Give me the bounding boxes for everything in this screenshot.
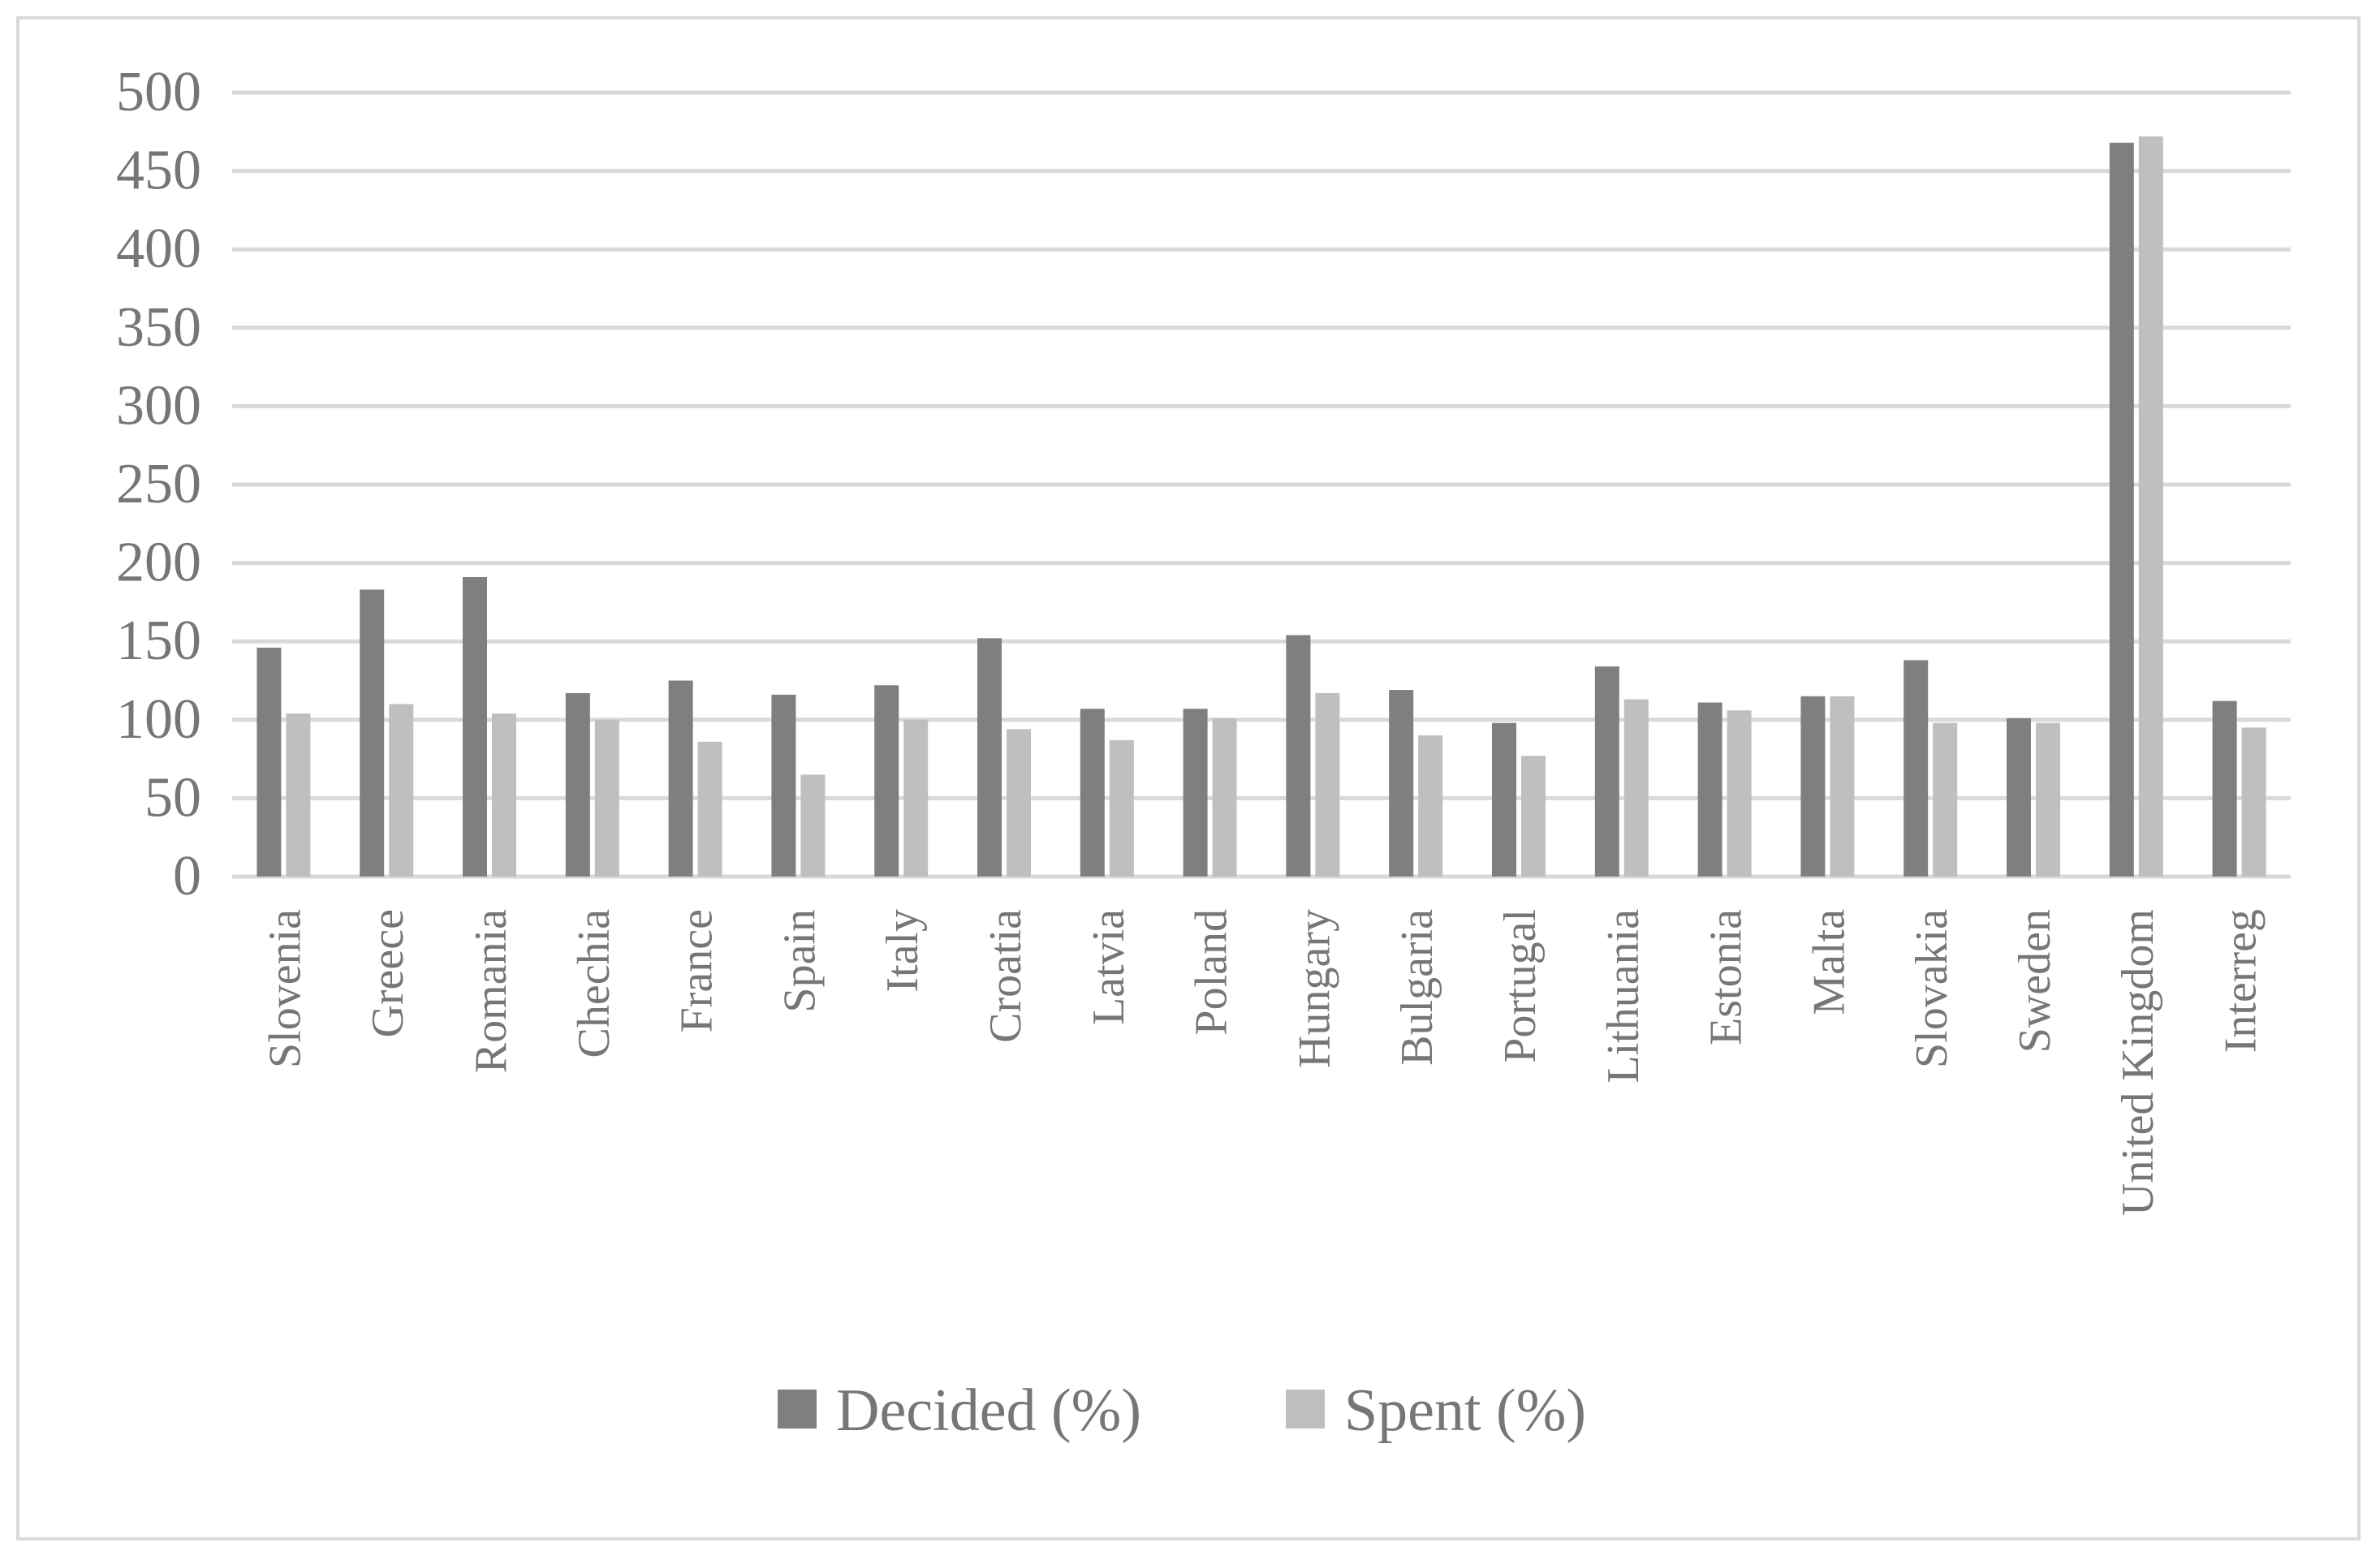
x-tick-label: Sweden — [2010, 909, 2060, 1053]
bar-spent-estonia — [1727, 710, 1752, 877]
bar-decided-chechia — [565, 692, 590, 877]
bar-decided-france — [668, 680, 693, 877]
x-tick-label: Poland — [1187, 909, 1237, 1036]
x-tick-label: Italy — [877, 909, 928, 993]
bar-decided-slovenia — [257, 647, 282, 877]
bar-decided-spain — [771, 694, 796, 877]
bar-decided-slovakia — [1904, 660, 1929, 877]
bar-spent-latvia — [1109, 739, 1134, 877]
bar-spent-france — [697, 741, 722, 877]
y-tick-label: 500 — [116, 61, 201, 123]
bar-spent-spain — [800, 774, 826, 877]
x-tick-label: Greece — [363, 909, 413, 1038]
x-tick-label: Malta — [1804, 909, 1854, 1015]
x-tick-label: Latvia — [1084, 909, 1134, 1025]
x-tick-label: Slovenia — [260, 909, 310, 1068]
y-tick-label: 50 — [144, 766, 201, 829]
y-tick-label: 450 — [116, 140, 201, 202]
x-tick-label: Croatia — [981, 909, 1031, 1043]
y-tick-label: 250 — [116, 453, 201, 515]
bar-spent-malta — [1830, 696, 1855, 877]
y-tick-label: 400 — [116, 218, 201, 280]
y-tick-label: 150 — [116, 610, 201, 672]
legend-label-decided: Decided (%) — [836, 1377, 1141, 1444]
x-tick-label: Chechia — [569, 909, 619, 1058]
bar-decided-bulgaria — [1389, 690, 1414, 877]
x-axis-tick-labels: Slovenia Greece Romania Chechia France Spain I… — [260, 909, 2266, 1216]
x-tick-label: Interreg — [2216, 909, 2266, 1053]
legend-swatch-decided — [778, 1390, 817, 1429]
x-tick-label: Spain — [774, 909, 825, 1013]
legend: Decided (%) Spent (%) — [778, 1377, 1586, 1444]
bar-spent-italy — [903, 719, 929, 877]
bar-decided-hungary — [1286, 635, 1311, 877]
y-tick-label: 350 — [116, 296, 201, 359]
x-tick-label: Estonia — [1701, 909, 1752, 1045]
y-tick-label: 300 — [116, 374, 201, 437]
x-tick-label: France — [672, 909, 722, 1032]
legend-label-spent: Spent (%) — [1344, 1377, 1586, 1444]
x-tick-label: Romania — [466, 909, 516, 1073]
bar-spent-united-kingdom — [2138, 136, 2163, 877]
bar-decided-lithuania — [1594, 666, 1619, 877]
bar-decided-interreg — [2212, 700, 2237, 877]
gridlines — [232, 90, 2291, 879]
bar-spent-slovakia — [1933, 722, 1958, 877]
bar-spent-croatia — [1007, 729, 1031, 877]
bar-spent-bulgaria — [1418, 735, 1443, 877]
x-tick-label: Hungary — [1289, 909, 1339, 1068]
bar-spent-interreg — [2241, 727, 2266, 877]
bar-spent-greece — [389, 704, 414, 877]
bar-spent-hungary — [1315, 692, 1340, 877]
bar-spent-poland — [1212, 718, 1237, 877]
x-tick-label: United Kingdom — [2113, 909, 2163, 1216]
legend-swatch-spent — [1286, 1390, 1325, 1429]
bar-decided-sweden — [2007, 718, 2031, 877]
bar-decided-greece — [360, 589, 385, 877]
y-tick-label: 100 — [116, 688, 201, 751]
y-axis-tick-labels: 0 50 100 150 200 250 300 350 400 450 500 — [116, 61, 201, 907]
x-tick-label: Slovakia — [1907, 909, 1957, 1068]
bar-decided-latvia — [1080, 709, 1105, 877]
x-tick-label: Lithuania — [1598, 909, 1649, 1084]
bar-decided-estonia — [1697, 702, 1722, 877]
bar-decided-malta — [1800, 696, 1826, 877]
y-tick-label: 0 — [173, 845, 201, 907]
y-tick-label: 200 — [116, 532, 201, 594]
bar-decided-italy — [874, 685, 899, 877]
bar-decided-portugal — [1492, 722, 1516, 877]
bar-decided-romania — [463, 576, 487, 877]
bar-spent-chechia — [594, 719, 619, 877]
bar-spent-portugal — [1521, 756, 1546, 877]
bar-spent-sweden — [2036, 722, 2060, 877]
bars — [257, 136, 2266, 877]
bar-spent-lithuania — [1623, 699, 1649, 877]
bar-decided-united-kingdom — [2109, 142, 2134, 877]
bar-decided-croatia — [977, 638, 1002, 877]
bar-spent-romania — [492, 713, 516, 877]
bar-decided-poland — [1183, 709, 1208, 877]
x-tick-label: Bulgaria — [1392, 909, 1442, 1066]
bar-spent-slovenia — [286, 713, 311, 877]
x-tick-label: Portugal — [1495, 909, 1546, 1063]
